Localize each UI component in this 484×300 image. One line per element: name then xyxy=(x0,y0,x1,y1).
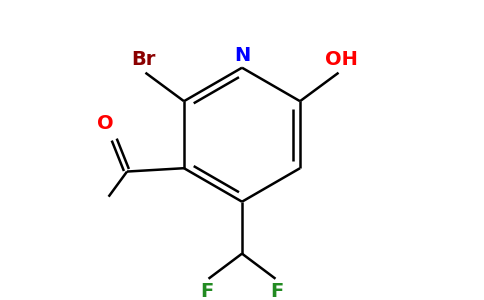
Text: Br: Br xyxy=(132,50,156,69)
Text: F: F xyxy=(271,282,284,300)
Text: O: O xyxy=(97,115,114,134)
Text: N: N xyxy=(234,46,250,65)
Text: OH: OH xyxy=(325,50,358,69)
Text: F: F xyxy=(200,282,213,300)
